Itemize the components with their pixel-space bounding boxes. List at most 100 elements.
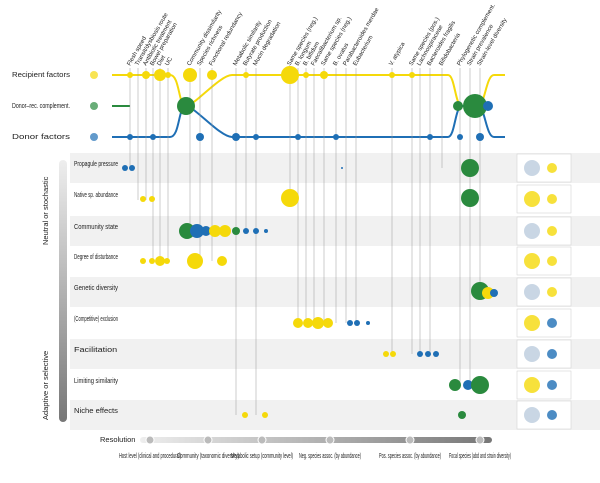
factor-label: Donor–rec. complement. bbox=[12, 101, 70, 110]
dot bbox=[179, 223, 195, 239]
factor-icon bbox=[90, 102, 98, 110]
node bbox=[127, 134, 133, 140]
dot bbox=[140, 196, 146, 202]
resolution-label: Host level (clinical and procedural) bbox=[119, 451, 181, 460]
dot bbox=[149, 258, 155, 264]
resolution-label: Metabolic setup (community level) bbox=[231, 451, 293, 460]
resolution-label: Neg. species assoc. (by abundance) bbox=[299, 451, 361, 460]
node bbox=[150, 134, 156, 140]
column-label: UC bbox=[165, 56, 175, 67]
node bbox=[427, 134, 433, 140]
dot bbox=[323, 318, 333, 328]
icon-shape bbox=[547, 226, 557, 236]
row-band bbox=[70, 339, 600, 369]
resolution-dot bbox=[475, 435, 485, 445]
dot bbox=[201, 226, 211, 236]
dot bbox=[354, 320, 360, 326]
row-label: Facilitation bbox=[74, 345, 117, 354]
factor-label: Donor factors bbox=[12, 132, 70, 141]
row-label: (Competitive) exclusion bbox=[74, 314, 118, 323]
dot bbox=[149, 196, 155, 202]
node bbox=[483, 101, 493, 111]
resolution-label: Focal species (abd and strain diversity) bbox=[449, 451, 511, 460]
factor-label: Recipient factors bbox=[12, 70, 70, 79]
dot bbox=[366, 321, 370, 325]
node bbox=[295, 134, 301, 140]
icon-shape bbox=[547, 256, 557, 266]
icon-box bbox=[516, 153, 572, 183]
resolution-dot bbox=[405, 435, 415, 445]
node bbox=[253, 134, 259, 140]
node bbox=[409, 72, 415, 78]
node bbox=[389, 72, 395, 78]
dot bbox=[449, 379, 461, 391]
node bbox=[476, 133, 484, 141]
dot bbox=[293, 318, 303, 328]
icon-shape bbox=[547, 163, 557, 173]
node bbox=[165, 72, 171, 78]
dot bbox=[262, 412, 268, 418]
column-label: V. atypica bbox=[389, 41, 407, 67]
icon-shape bbox=[524, 377, 540, 393]
node bbox=[142, 71, 150, 79]
node bbox=[333, 134, 339, 140]
dot bbox=[482, 287, 494, 299]
node bbox=[320, 71, 328, 79]
dot bbox=[312, 317, 324, 329]
row-band bbox=[70, 277, 600, 307]
node bbox=[453, 101, 463, 111]
dot bbox=[219, 225, 231, 237]
dot bbox=[264, 229, 268, 233]
dot bbox=[417, 351, 423, 357]
row-label: Degree of disturbance bbox=[74, 252, 118, 261]
factor-icon bbox=[90, 71, 98, 79]
row-band bbox=[70, 400, 600, 430]
resolution-dot bbox=[325, 435, 335, 445]
icon-shape bbox=[547, 380, 557, 390]
resolution-dot bbox=[145, 435, 155, 445]
dot bbox=[140, 258, 146, 264]
node bbox=[457, 134, 463, 140]
dot bbox=[458, 411, 466, 419]
node bbox=[183, 68, 197, 82]
icon-shape bbox=[547, 287, 557, 297]
node bbox=[243, 72, 249, 78]
dot bbox=[129, 165, 135, 171]
dot bbox=[463, 380, 473, 390]
dot bbox=[242, 412, 248, 418]
row-label: Limiting similarity bbox=[74, 376, 118, 385]
icon-shape bbox=[524, 284, 540, 300]
icon-shape bbox=[524, 223, 540, 239]
dot bbox=[232, 227, 240, 235]
node bbox=[207, 70, 217, 80]
node bbox=[196, 133, 204, 141]
row-label: Niche effects bbox=[74, 406, 118, 415]
dot bbox=[425, 351, 431, 357]
resolution-title: Resolution bbox=[100, 435, 135, 444]
dot bbox=[341, 167, 343, 169]
dot bbox=[433, 351, 439, 357]
dot bbox=[217, 256, 227, 266]
icon-shape bbox=[524, 346, 540, 362]
dot bbox=[243, 228, 249, 234]
icon-shape bbox=[524, 160, 540, 176]
dot bbox=[461, 159, 479, 177]
row-label: Community state bbox=[74, 222, 118, 231]
icon-shape bbox=[524, 315, 540, 331]
dot bbox=[122, 165, 128, 171]
dot bbox=[281, 189, 299, 207]
row-label: Propagule pressure bbox=[74, 159, 118, 168]
resolution-dot bbox=[257, 435, 267, 445]
row-label: Genetic diversity bbox=[74, 283, 118, 292]
factor-lines bbox=[112, 74, 505, 138]
icon-shape bbox=[547, 349, 557, 359]
group-label: Neutral or stochastic bbox=[41, 176, 50, 245]
node bbox=[127, 72, 133, 78]
row-backgrounds bbox=[59, 153, 600, 430]
resolution-label: Pos. species assoc. (by abundance) bbox=[379, 451, 441, 460]
node bbox=[463, 94, 487, 118]
dot bbox=[253, 228, 259, 234]
dot bbox=[383, 351, 389, 357]
icon-shape bbox=[524, 407, 540, 423]
